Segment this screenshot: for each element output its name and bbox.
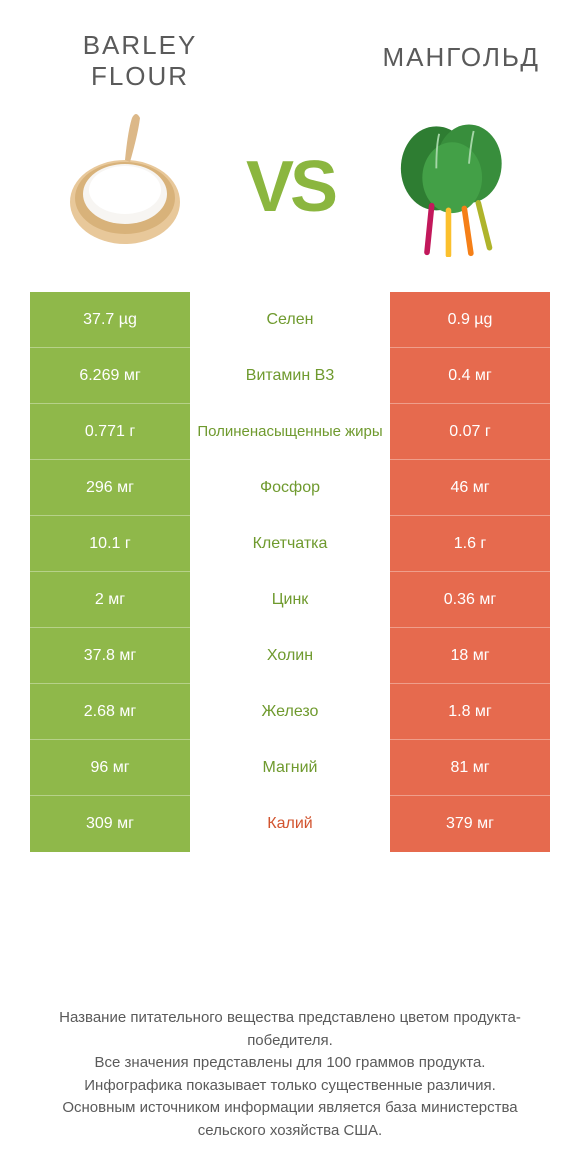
table-row: 6.269 мгВитамин B30.4 мг: [30, 348, 550, 404]
nutrient-label: Витамин B3: [190, 348, 390, 404]
value-right: 0.07 г: [390, 404, 550, 460]
value-right: 379 мг: [390, 796, 550, 852]
table-row: 10.1 гКлетчатка1.6 г: [30, 516, 550, 572]
nutrient-label: Калий: [190, 796, 390, 852]
nutrition-table: 37.7 µgСелен0.9 µg6.269 мгВитамин B30.4 …: [30, 292, 550, 852]
value-left: 2.68 мг: [30, 684, 190, 740]
nutrient-label: Цинк: [190, 572, 390, 628]
value-right: 18 мг: [390, 628, 550, 684]
value-left: 0.771 г: [30, 404, 190, 460]
footer-notes: Название питательного вещества представл…: [30, 1007, 550, 1142]
title-left-line2: FLOUR: [91, 61, 189, 91]
nutrient-label: Фосфор: [190, 460, 390, 516]
value-left: 2 мг: [30, 572, 190, 628]
value-left: 6.269 мг: [30, 348, 190, 404]
table-row: 0.771 гПолиненасыщенные жиры0.07 г: [30, 404, 550, 460]
value-left: 37.7 µg: [30, 292, 190, 348]
value-left: 309 мг: [30, 796, 190, 852]
images-row: VS: [0, 92, 580, 292]
nutrient-label: Селен: [190, 292, 390, 348]
value-left: 96 мг: [30, 740, 190, 796]
title-left-line1: BARLEY: [83, 30, 198, 60]
footer-line-2: Все значения представлены для 100 граммо…: [30, 1052, 550, 1075]
table-row: 309 мгКалий379 мг: [30, 796, 550, 852]
table-row: 2 мгЦинк0.36 мг: [30, 572, 550, 628]
vs-label: VS: [246, 146, 334, 228]
nutrient-label: Железо: [190, 684, 390, 740]
value-left: 37.8 мг: [30, 628, 190, 684]
flour-spoon-icon: [50, 112, 200, 262]
nutrient-label: Холин: [190, 628, 390, 684]
nutrient-label: Клетчатка: [190, 516, 390, 572]
footer-line-4: Основным источником информации является …: [30, 1097, 550, 1142]
product-left-title: BARLEY FLOUR: [40, 30, 240, 92]
value-right: 0.4 мг: [390, 348, 550, 404]
value-right: 0.9 µg: [390, 292, 550, 348]
table-row: 2.68 мгЖелезо1.8 мг: [30, 684, 550, 740]
product-right-title: МАНГОЛЬД: [340, 30, 540, 73]
chard-icon: [380, 112, 530, 262]
header: BARLEY FLOUR МАНГОЛЬД: [0, 0, 580, 92]
nutrient-label: Полиненасыщенные жиры: [190, 404, 390, 460]
value-right: 0.36 мг: [390, 572, 550, 628]
value-right: 46 мг: [390, 460, 550, 516]
table-row: 37.7 µgСелен0.9 µg: [30, 292, 550, 348]
nutrient-label: Магний: [190, 740, 390, 796]
table-row: 296 мгФосфор46 мг: [30, 460, 550, 516]
value-right: 1.8 мг: [390, 684, 550, 740]
value-left: 10.1 г: [30, 516, 190, 572]
value-left: 296 мг: [30, 460, 190, 516]
table-row: 37.8 мгХолин18 мг: [30, 628, 550, 684]
table-row: 96 мгМагний81 мг: [30, 740, 550, 796]
value-right: 1.6 г: [390, 516, 550, 572]
footer-line-3: Инфографика показывает только существенн…: [30, 1075, 550, 1098]
value-right: 81 мг: [390, 740, 550, 796]
footer-line-1: Название питательного вещества представл…: [30, 1007, 550, 1052]
